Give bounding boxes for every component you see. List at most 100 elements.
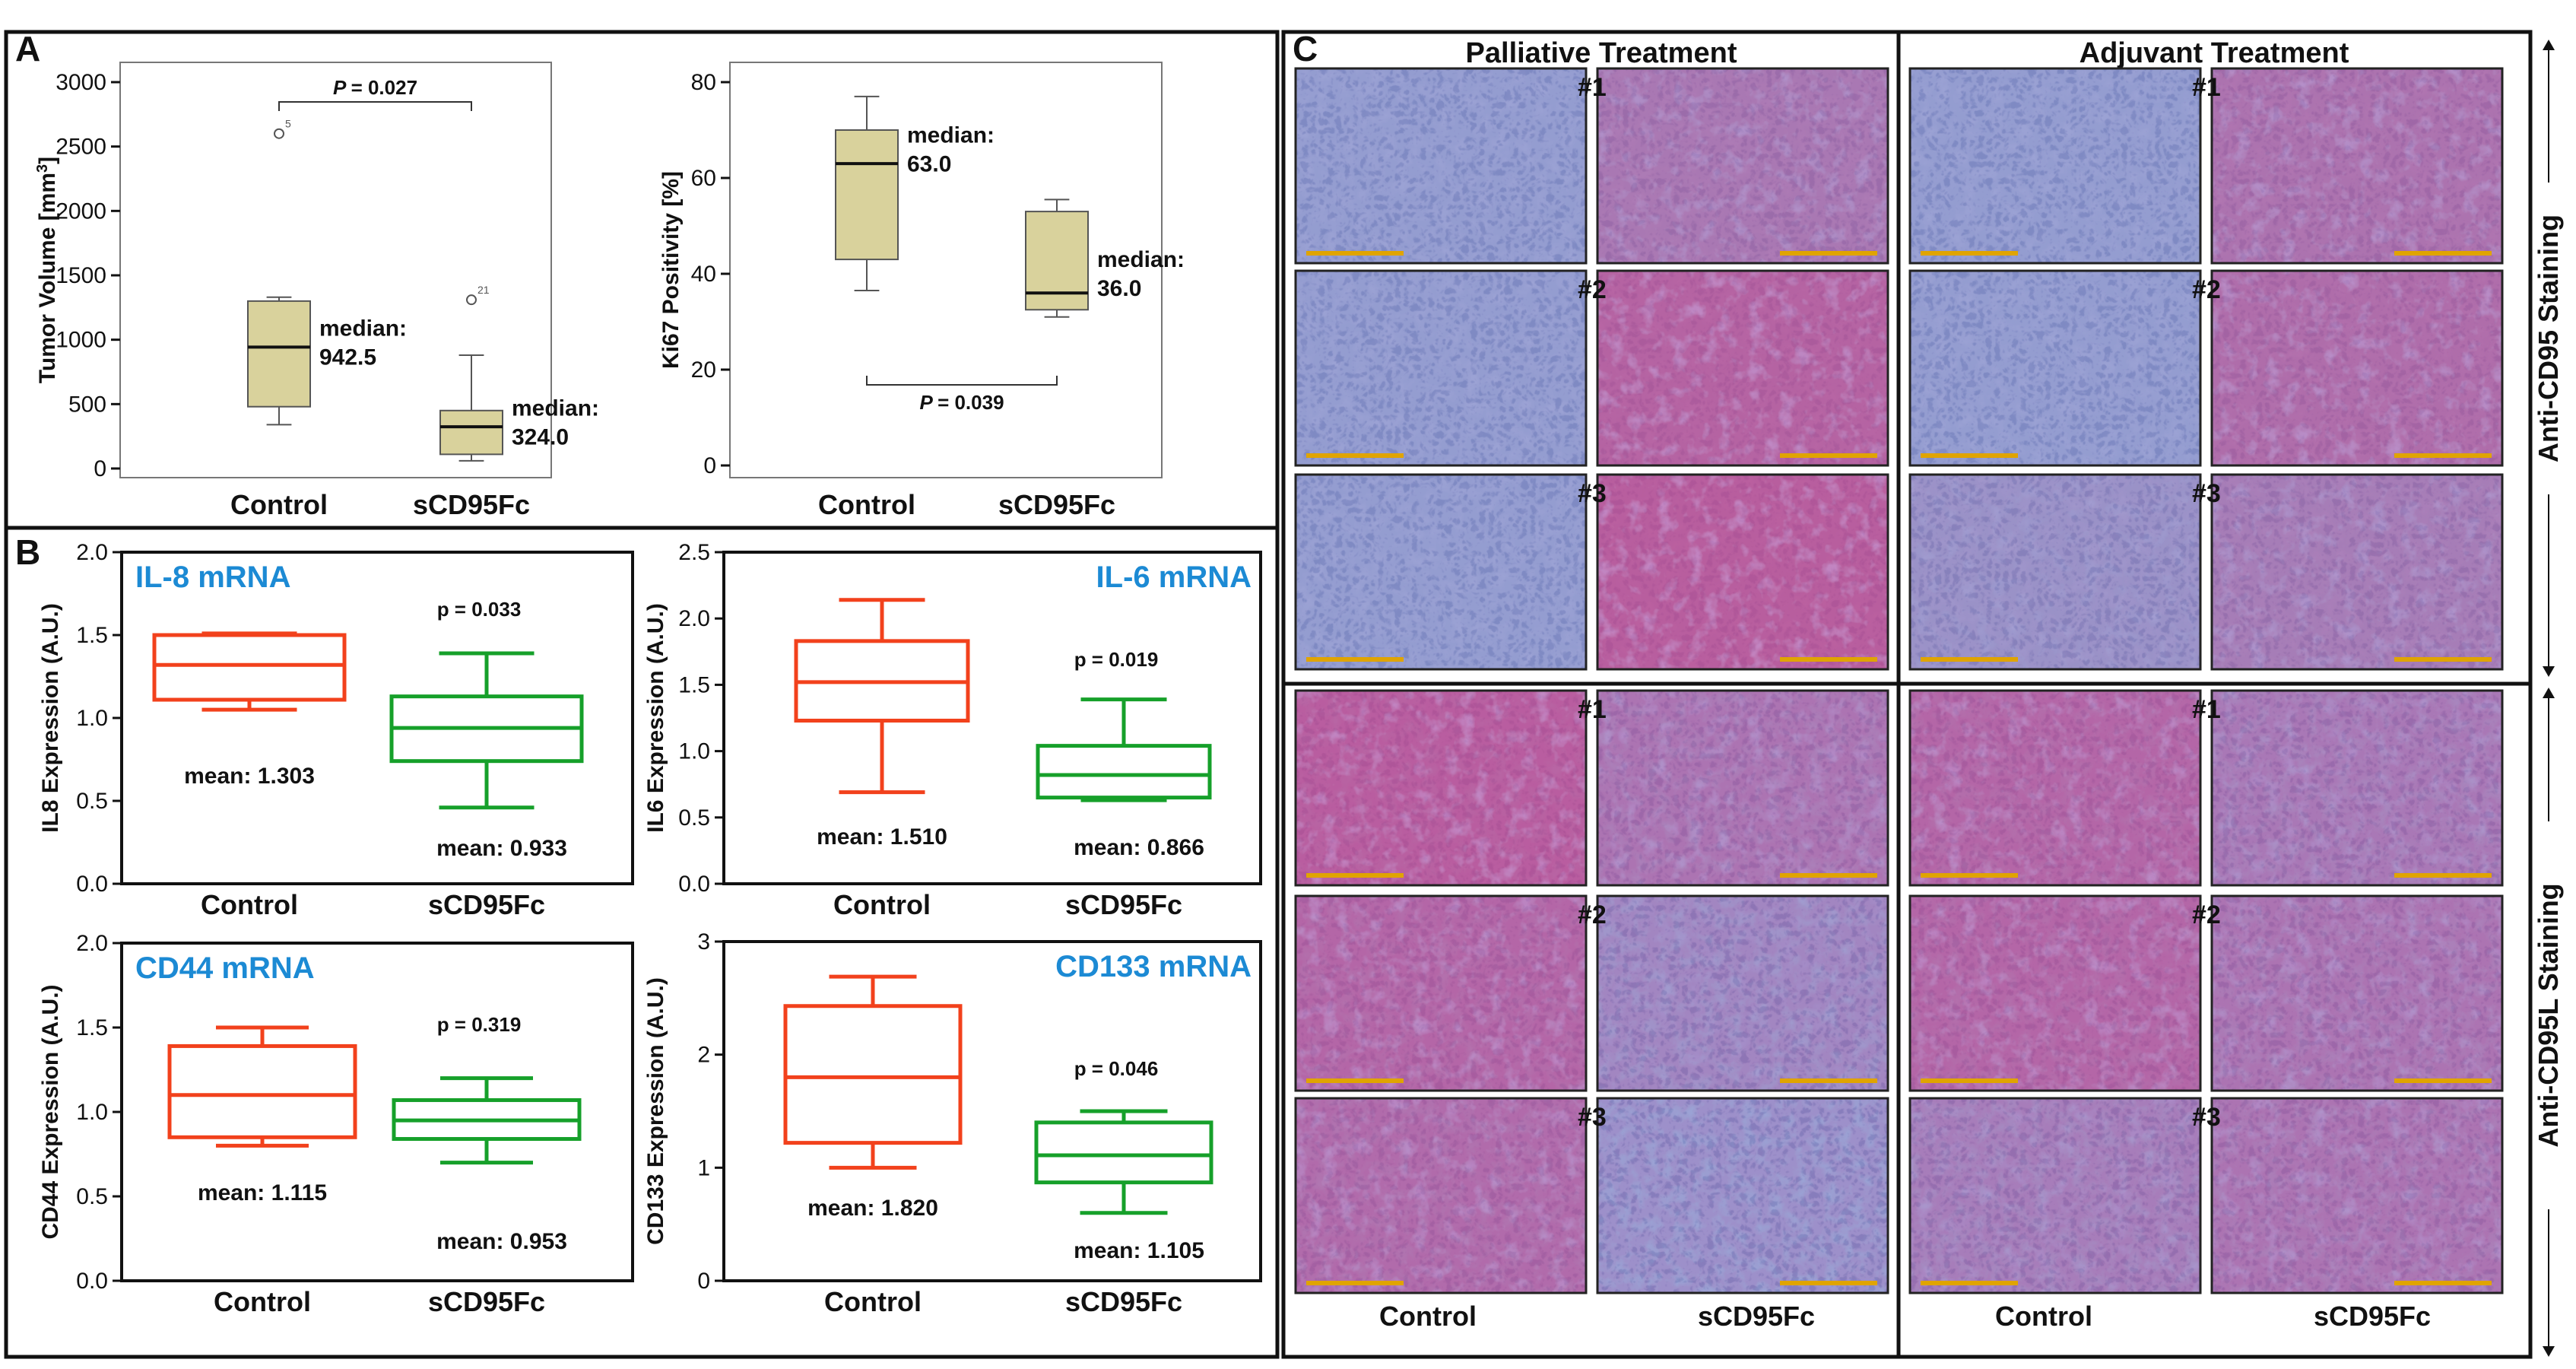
- y-tick-label: 1.5: [76, 623, 108, 648]
- histology-tile: [1296, 896, 1586, 1091]
- p-value-label: p = 0.033: [437, 598, 522, 621]
- tile-number-label: #3: [2192, 479, 2221, 508]
- histology-tile: [1296, 475, 1586, 669]
- bottom-label-control-palliative: Control: [1379, 1301, 1477, 1332]
- tile-number-label: #3: [1578, 1103, 1607, 1132]
- scale-bar: [1780, 1281, 1877, 1285]
- p-value-label: p = 0.019: [1074, 648, 1159, 671]
- histology-tile: [1910, 475, 2200, 669]
- scale-bar: [2394, 251, 2492, 256]
- chart-title: CD44 mRNA: [135, 951, 315, 985]
- histology-tile: #2: [1578, 271, 1888, 465]
- y-tick-label: 0.5: [678, 805, 710, 831]
- il8-chart: 0.00.51.01.52.0IL8 Expression (A.U.)Cont…: [38, 540, 633, 920]
- histology-tile: [1296, 68, 1586, 263]
- box-control: [248, 301, 310, 407]
- scale-bar: [2394, 657, 2492, 662]
- scale-bar: [1780, 657, 1877, 662]
- column-header-adjuvant: Adjuvant Treatment: [2080, 37, 2349, 69]
- y-tick-label: 2: [697, 1043, 710, 1068]
- histology-tile: #3: [2192, 1098, 2502, 1293]
- y-axis-label: CD133 Expression (A.U.): [643, 977, 668, 1245]
- y-axis-label: CD44 Expression (A.U.): [38, 984, 63, 1239]
- tile-nuclei-texture: [1296, 271, 1586, 465]
- histology-tile: #3: [1578, 475, 1888, 669]
- box-scd95fc: [1036, 1123, 1211, 1183]
- scale-bar: [1921, 657, 2018, 662]
- outlier-point: [467, 295, 476, 304]
- box-scd95fc: [1038, 746, 1210, 798]
- tile-stain-texture: [2212, 68, 2502, 263]
- mean-label: mean: 1.303: [184, 764, 315, 789]
- scale-bar: [1921, 1078, 2018, 1083]
- arrow-head-icon: [2543, 666, 2555, 677]
- chart-title: IL-6 mRNA: [1096, 561, 1252, 594]
- tile-nuclei-texture: [1597, 1098, 1888, 1293]
- y-tick-label: 3000: [56, 70, 106, 95]
- x-category-label: sCD95Fc: [428, 1286, 545, 1317]
- mean-label: mean: 0.866: [1074, 835, 1204, 860]
- outlier-label: 5: [285, 118, 291, 130]
- tile-number-label: #2: [1578, 275, 1607, 304]
- tile-number-label: #3: [2192, 1103, 2221, 1132]
- cd44-chart: 0.00.51.01.52.0CD44 Expression (A.U.)Con…: [38, 931, 633, 1317]
- tile-stain-texture: [2212, 1098, 2502, 1293]
- median-annotation: median:: [512, 395, 599, 421]
- scale-bar: [1780, 873, 1877, 878]
- bottom-label-control-adjuvant: Control: [1995, 1301, 2092, 1332]
- x-category-label: Control: [201, 889, 298, 920]
- tile-nuclei-texture: [1910, 68, 2200, 263]
- y-tick-label: 0.0: [678, 872, 710, 897]
- plot-frame: [724, 552, 1261, 884]
- y-tick-label: 1.0: [678, 739, 710, 764]
- plot-frame: [122, 552, 633, 884]
- tile-stain-texture: [1910, 896, 2200, 1091]
- tile-stain-texture: [1597, 896, 1888, 1091]
- x-category-label: Control: [230, 489, 328, 520]
- mean-label: mean: 1.105: [1074, 1238, 1204, 1263]
- histology-tile: [1910, 271, 2200, 465]
- scale-bar: [2394, 1281, 2492, 1285]
- p-value-label: p = 0.046: [1074, 1057, 1159, 1080]
- tile-number-label: #1: [2192, 695, 2221, 724]
- y-tick-label: 0.5: [76, 789, 108, 814]
- median-annotation-value: 942.5: [319, 345, 376, 370]
- tile-stain-texture: [1597, 271, 1888, 465]
- histology-tile: #3: [1578, 1098, 1888, 1293]
- chart-title: IL-8 mRNA: [135, 561, 290, 594]
- scale-bar: [1921, 873, 2018, 878]
- histology-tile: [1910, 691, 2200, 885]
- box-control: [154, 635, 344, 700]
- histology-tile: #1: [1578, 68, 1888, 263]
- tile-number-label: #1: [1578, 695, 1607, 724]
- y-tick-label: 1: [697, 1155, 710, 1180]
- histology-tile: #1: [1578, 691, 1888, 885]
- arrow-head-icon: [2543, 40, 2555, 50]
- scale-bar: [1780, 1078, 1877, 1083]
- tile-number-label: #2: [1578, 900, 1607, 929]
- tile-stain-texture: [2212, 691, 2502, 885]
- tile-nuclei-texture: [1296, 475, 1586, 669]
- tile-stain-texture: [1910, 475, 2200, 669]
- ki67-chart: 020406080Ki67 Positivity [%]Control sCD95…: [658, 62, 1185, 520]
- tile-nuclei-texture: [1910, 271, 2200, 465]
- tile-number-label: #3: [1578, 479, 1607, 508]
- mean-label: mean: 1.115: [198, 1180, 327, 1205]
- histology-tile: [1910, 68, 2200, 263]
- histology-tile: #3: [2192, 475, 2502, 669]
- scale-bar: [1921, 453, 2018, 458]
- box-scd95fc: [440, 411, 503, 455]
- median-annotation-value: 63.0: [907, 151, 951, 176]
- cd133-chart: 0123CD133 Expression (A.U.)Control sCD95F…: [643, 929, 1261, 1317]
- y-tick-label: 1500: [56, 263, 106, 288]
- y-tick-label: 0.0: [76, 1269, 108, 1294]
- plot-frame: [724, 942, 1261, 1281]
- x-category-label: sCD95Fc: [428, 889, 545, 920]
- outlier-point: [274, 129, 284, 138]
- tile-nuclei-texture: [1296, 68, 1586, 263]
- x-category-label: Control: [824, 1286, 922, 1317]
- box-control: [170, 1046, 355, 1137]
- row-label-anti-cd95l: Anti-CD95L Staining: [2533, 883, 2564, 1147]
- row-label-anti-cd95: Anti-CD95 Staining: [2533, 214, 2564, 462]
- tile-stain-texture: [1597, 68, 1888, 263]
